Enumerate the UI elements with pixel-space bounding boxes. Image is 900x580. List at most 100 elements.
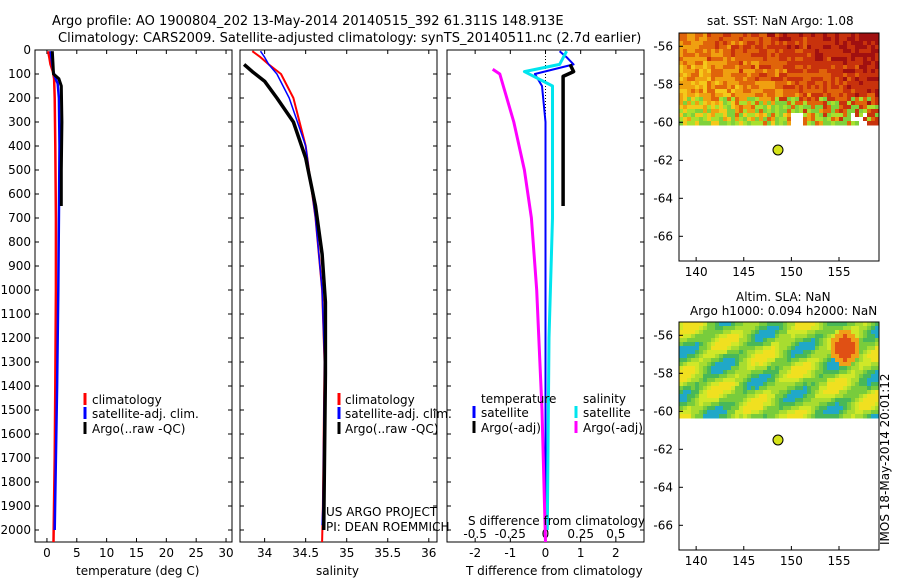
sst-cell [787, 49, 792, 54]
x-tick-label: 0 [542, 546, 550, 560]
sla-cell [771, 330, 776, 335]
sla-cell [827, 374, 832, 379]
sla-cell [779, 330, 784, 335]
sst-cell [835, 121, 840, 126]
sst-cell [823, 45, 828, 50]
sla-cell [759, 338, 764, 343]
sla-cell [827, 398, 832, 403]
sst-cell [763, 109, 768, 114]
sst-cell [771, 45, 776, 50]
sla-cell [747, 370, 752, 375]
sst-cell [859, 73, 864, 78]
sst-cell [795, 109, 800, 114]
sla-cell [823, 394, 828, 399]
sst-cell [827, 45, 832, 50]
sst-cell [795, 117, 800, 122]
sla-cell [715, 358, 720, 363]
sla-cell [715, 342, 720, 347]
sst-cell [739, 41, 744, 46]
sla-cell [715, 370, 720, 375]
sst-cell [739, 45, 744, 50]
sst-cell [819, 113, 824, 118]
sla-cell [871, 362, 876, 367]
sst-cell [683, 121, 688, 126]
sst-cell [719, 65, 724, 70]
sst-cell [723, 37, 728, 42]
sst-cell [819, 73, 824, 78]
sla-cell [859, 334, 864, 339]
sst-cell [859, 57, 864, 62]
sla-cell [679, 342, 684, 347]
sla-cell [775, 410, 780, 415]
sst-cell [827, 69, 832, 74]
sst-cell [811, 85, 816, 90]
sla-cell [839, 346, 844, 351]
sst-cell [695, 73, 700, 78]
legend-title-temperature: temperature [481, 392, 556, 406]
sla-cell [683, 354, 688, 359]
sla-cell [843, 414, 848, 419]
sla-cell [863, 378, 868, 383]
sla-cell [791, 374, 796, 379]
sla-cell [771, 382, 776, 387]
sla-cell [823, 406, 828, 411]
sst-cell [847, 45, 852, 50]
sla-cell [787, 322, 792, 327]
sst-cell [799, 117, 804, 122]
sla-cell [699, 334, 704, 339]
sla-cell [811, 382, 816, 387]
sla-cell [707, 330, 712, 335]
sst-cell [843, 101, 848, 106]
sla-cell [831, 398, 836, 403]
y-tick-label: 1000 [0, 283, 31, 297]
sst-cell [755, 89, 760, 94]
sst-cell [799, 73, 804, 78]
map-x-tick-label: 155 [828, 265, 851, 279]
sla-cell [723, 374, 728, 379]
sla-cell [755, 338, 760, 343]
sst-cell [695, 41, 700, 46]
sla-cell [783, 386, 788, 391]
sst-cell [843, 77, 848, 82]
sla-cell [835, 410, 840, 415]
sla-cell [839, 342, 844, 347]
sst-cell [859, 117, 864, 122]
sla-cell [863, 330, 868, 335]
sla-cell [767, 346, 772, 351]
sst-cell [867, 61, 872, 66]
sst-cell [799, 57, 804, 62]
sst-cell [811, 113, 816, 118]
sst-cell [771, 65, 776, 70]
sla-cell [691, 386, 696, 391]
sla-cell [867, 322, 872, 327]
sst-cell [723, 121, 728, 126]
sla-cell [767, 394, 772, 399]
sst-cell [859, 93, 864, 98]
sst-cell [839, 101, 844, 106]
sla-cell [803, 390, 808, 395]
sst-cell [767, 113, 772, 118]
sla-cell [679, 370, 684, 375]
sla-cell [871, 374, 876, 379]
sla-cell [823, 370, 828, 375]
sst-cell [751, 49, 756, 54]
sla-cell [739, 358, 744, 363]
sst-cell [771, 69, 776, 74]
sla-cell [867, 358, 872, 363]
sst-cell [819, 77, 824, 82]
sst-cell [847, 101, 852, 106]
sst-cell [711, 85, 716, 90]
sla-cell [699, 394, 704, 399]
sst-cell [795, 89, 800, 94]
sst-cell [691, 57, 696, 62]
sst-cell [855, 89, 860, 94]
sla-cell [747, 326, 752, 331]
x-tick-label: 35 [339, 546, 354, 560]
legend-s-argo: Argo(-adj) [583, 421, 643, 435]
sla-cell [775, 350, 780, 355]
sst-cell [755, 97, 760, 102]
sla-cell [843, 334, 848, 339]
sst-cell [811, 57, 816, 62]
sla-cell [787, 338, 792, 343]
sst-cell [819, 85, 824, 90]
